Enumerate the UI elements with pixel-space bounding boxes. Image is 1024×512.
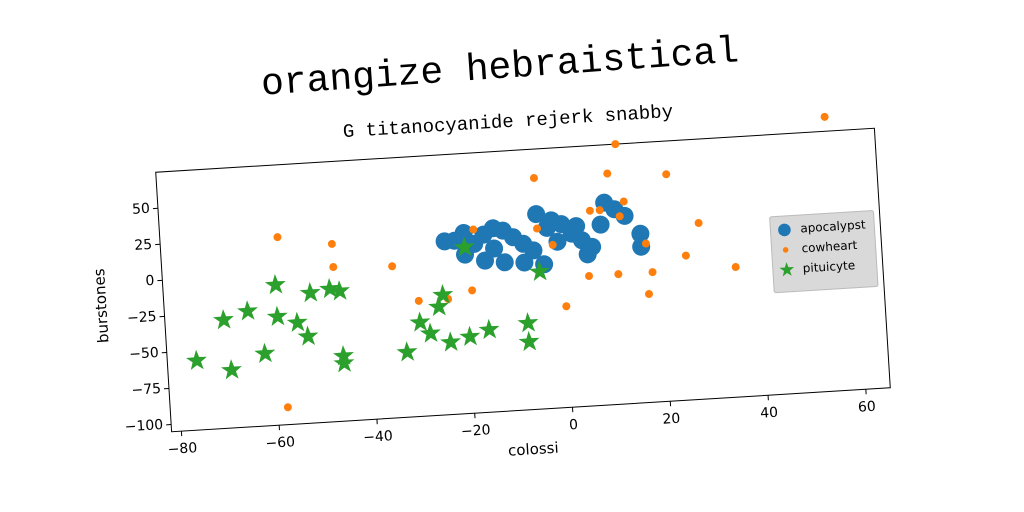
small-point [273,233,282,242]
y-axis-label: burstones [90,268,113,344]
point [495,253,514,272]
y-tick-label: −50 [129,345,159,363]
x-tick-label: 40 [760,405,779,422]
star-point [319,277,340,299]
small-point [469,225,478,234]
x-tick-label: −20 [461,422,491,440]
star-point [212,309,234,330]
star-point [254,342,276,363]
small-point [782,247,789,253]
small-point [615,212,624,221]
y-tick-label: −100 [124,417,163,435]
small-point [327,239,336,248]
star-point [329,280,350,301]
small-point [731,262,740,271]
point [435,232,454,251]
small-point [644,290,653,299]
small-point [641,239,650,248]
star-point [432,284,454,305]
small-point [584,271,593,280]
point [615,206,634,225]
small-point [603,169,612,178]
star-point [419,322,441,343]
x-tick-label: 0 [569,417,579,434]
small-point [529,174,538,183]
point [778,223,791,237]
star-point [299,282,321,303]
point [527,205,546,224]
star-point [396,341,418,362]
star-point [478,318,500,340]
point [515,253,534,272]
star-point [453,236,475,257]
x-axis-label: colossi [508,439,560,460]
y-tick-label: −75 [131,381,161,399]
small-point [533,224,542,233]
star-point [428,295,449,317]
x-tick-label: −80 [167,440,197,458]
star-point [266,305,288,327]
point [578,245,597,264]
small-point [414,296,423,305]
point [567,217,586,236]
small-point [820,112,829,121]
star-point [297,325,319,346]
small-point [329,263,338,272]
legend-label: pituicyte [802,258,855,275]
legend-box [769,210,879,294]
star-point [459,325,481,347]
star-point [440,331,461,352]
small-point [585,206,594,215]
star-point [518,330,540,352]
point [591,215,610,234]
star-point [409,311,431,332]
y-tick-label: 0 [145,273,155,290]
small-point [619,197,628,206]
small-point [694,218,703,227]
small-point [468,286,477,295]
x-tick-label: 60 [858,399,877,416]
y-tick-label: 50 [132,201,151,218]
star-point [529,260,550,282]
star-point [186,349,207,371]
small-point [611,140,620,149]
star-point [333,352,355,373]
y-tick-label: −25 [127,309,157,327]
star-point [517,312,539,333]
small-point [283,403,292,412]
star-point [779,262,795,277]
small-point [662,170,671,179]
x-tick-label: 20 [662,411,681,428]
small-point [614,270,623,279]
star-point [220,359,242,380]
small-point [595,206,604,215]
x-tick-label: −60 [265,434,295,452]
star-point [237,300,258,321]
small-point [548,240,557,249]
plot: −80 −60 −40 −20 0 20 40 60 −100 −75 −50 −25 0 25 50 col… [90,112,891,460]
legend-label: apocalypst [800,217,866,235]
star-point [264,274,286,295]
small-point [681,251,690,260]
star-point [286,311,308,333]
small-point [562,302,571,311]
y-tick-label: 25 [134,237,153,254]
small-point [648,268,657,277]
point [485,239,504,258]
legend-label: cowheart [801,238,858,255]
x-tick-label: −40 [363,428,393,446]
point [631,224,650,243]
small-point [388,262,397,271]
